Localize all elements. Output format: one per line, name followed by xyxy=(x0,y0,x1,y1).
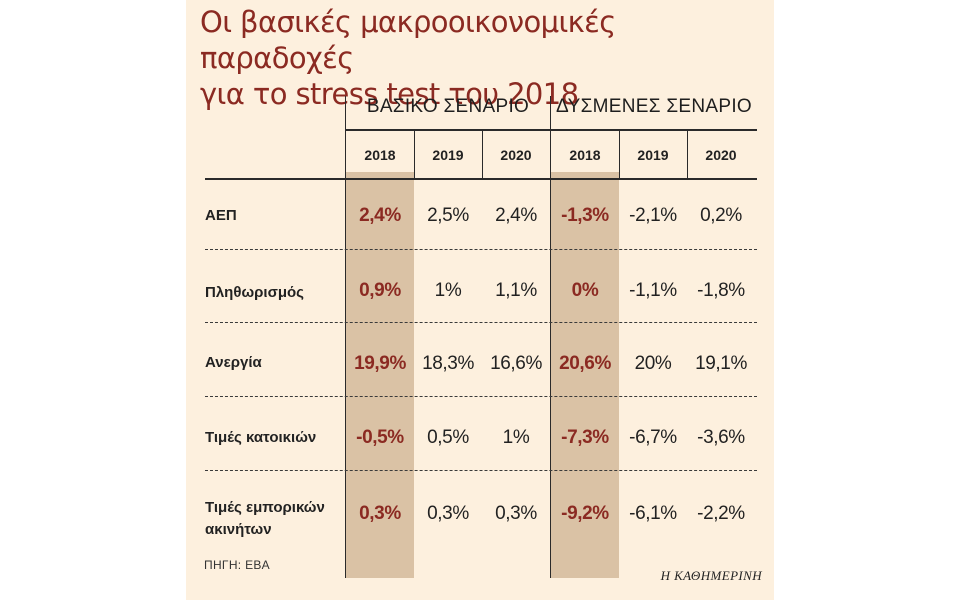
row-separator xyxy=(205,322,757,323)
group-header-rule xyxy=(346,129,757,131)
table-cell: 16,6% xyxy=(490,353,542,374)
group-header-baseline: ΒΑΣΙΚΟ ΣΕΝΑΡΙΟ xyxy=(366,96,530,117)
table-cell: -2,2% xyxy=(697,503,745,524)
table-cell: -2,1% xyxy=(629,205,677,226)
table-cell: -1,8% xyxy=(697,280,745,301)
table-cell: -9,2% xyxy=(561,503,609,524)
title-line-2: για το stress test του 2018 xyxy=(200,77,579,111)
table-cell: 20,6% xyxy=(559,353,611,374)
table-cell: 18,3% xyxy=(422,353,474,374)
table-cell: 19,1% xyxy=(695,353,747,374)
table-cell: -0,5% xyxy=(356,427,404,448)
table-cell: 0,3% xyxy=(495,503,537,524)
table-cell: -1,3% xyxy=(561,205,609,226)
title-line-1: Οι βασικές μακροοικονομικές παραδοχές xyxy=(200,5,616,75)
row-label-house-prices: Τιμές κατοικιών xyxy=(205,429,317,446)
group-header-adverse: ΔΥΣΜΕΝΕΣ ΣΕΝΑΡΙΟ xyxy=(556,96,752,117)
year-divider xyxy=(687,130,688,178)
year-divider xyxy=(619,130,620,178)
infographic-title: Οι βασικές μακροοικονομικές παραδοχές γι… xyxy=(200,4,770,112)
table-cell: -7,3% xyxy=(561,427,609,448)
year-divider xyxy=(482,130,483,178)
table-cell: 1% xyxy=(434,280,462,301)
table-cell: 0,3% xyxy=(359,503,401,524)
table-cell: 0,5% xyxy=(427,427,469,448)
year-divider xyxy=(414,130,415,178)
table-cell: 0,3% xyxy=(427,503,469,524)
table-cell: 2,4% xyxy=(359,205,401,226)
row-label-gdp: ΑΕΠ xyxy=(205,207,237,224)
year-header-adverse-2020: 2020 xyxy=(705,147,737,163)
table-cell: 1% xyxy=(502,427,530,448)
row-separator xyxy=(205,396,757,397)
table-cell: -6,1% xyxy=(629,503,677,524)
table-cell: -6,7% xyxy=(629,427,677,448)
year-header-baseline-2019: 2019 xyxy=(432,147,464,163)
group-divider-middle xyxy=(550,96,551,578)
year-header-baseline-2020: 2020 xyxy=(500,147,532,163)
highlight-column-adverse-2018 xyxy=(551,172,619,578)
table-cell: 19,9% xyxy=(354,353,406,374)
table-cell: 0% xyxy=(571,280,599,301)
source-note: ΠΗΓΗ: ΕΒΑ xyxy=(204,558,270,572)
year-header-adverse-2019: 2019 xyxy=(637,147,669,163)
row-separator xyxy=(205,249,757,250)
table-cell: 0,9% xyxy=(359,280,401,301)
infographic-panel xyxy=(186,0,774,600)
year-header-adverse-2018: 2018 xyxy=(569,147,601,163)
row-label-unemployment: Ανεργία xyxy=(205,354,262,371)
highlight-column-baseline-2018 xyxy=(346,172,414,578)
group-divider-left xyxy=(345,96,346,578)
year-header-rule xyxy=(205,178,757,180)
table-cell: 0,2% xyxy=(700,205,742,226)
table-cell: 2,5% xyxy=(427,205,469,226)
row-label-commercial-property-prices: Τιμές εμπορικών ακινήτων xyxy=(205,499,325,538)
table-cell: 1,1% xyxy=(495,280,537,301)
table-cell: -1,1% xyxy=(629,280,677,301)
row-separator xyxy=(205,470,757,471)
year-header-baseline-2018: 2018 xyxy=(364,147,396,163)
publisher-logo: Η ΚΑΘΗΜΕΡΙΝΗ xyxy=(660,568,762,583)
table-cell: 2,4% xyxy=(495,205,537,226)
table-cell: -3,6% xyxy=(697,427,745,448)
table-cell: 20% xyxy=(634,353,672,374)
row-label-inflation: Πληθωρισμός xyxy=(205,284,304,301)
